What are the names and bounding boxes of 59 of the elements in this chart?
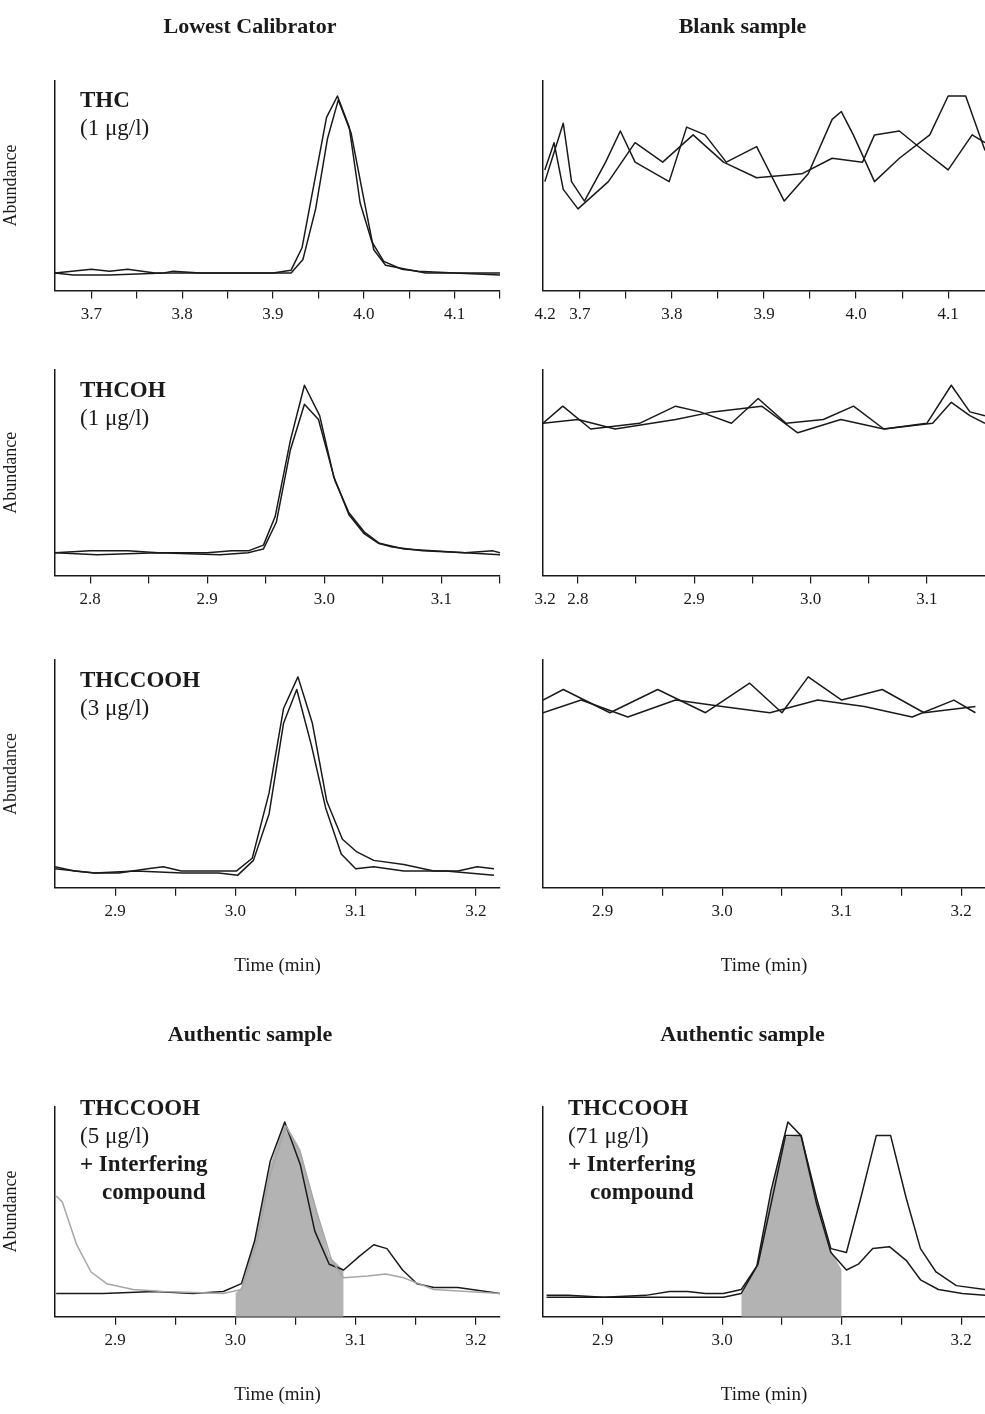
x-tick-label: 3.2 xyxy=(950,1330,972,1350)
annotation: (1 μg/l) xyxy=(80,114,150,143)
x-tick-label: 4.0 xyxy=(353,304,375,324)
annotation: + Interfering compound xyxy=(80,1150,209,1207)
x-tick-label: 3.0 xyxy=(313,589,335,609)
y-axis-title: Abundance xyxy=(0,431,20,514)
chart-title: Lowest Calibrator xyxy=(163,12,337,38)
y-axis-title: Abundance xyxy=(0,1170,20,1253)
x-tick-label: 3.0 xyxy=(711,901,733,921)
x-tick-label: 3.1 xyxy=(831,901,853,921)
x-axis-title: Time (min) xyxy=(720,953,808,976)
x-tick-label: 2.8 xyxy=(79,589,101,609)
x-tick-label: 2.9 xyxy=(196,589,218,609)
x-tick-label: 2.9 xyxy=(592,1330,614,1350)
chart-title: Authentic sample xyxy=(167,1020,333,1046)
annotation: (71 μg/l) xyxy=(568,1122,650,1151)
x-tick-label: 3.0 xyxy=(711,1330,733,1350)
x-tick-label: 2.9 xyxy=(683,589,705,609)
x-tick-label: 3.8 xyxy=(171,304,193,324)
annotation: THC xyxy=(80,86,131,115)
x-axis-title: Time (min) xyxy=(234,953,321,976)
x-tick-label: 2.9 xyxy=(104,1330,126,1350)
x-tick-label: 3.9 xyxy=(753,304,775,324)
annotation: THCOH xyxy=(80,376,166,404)
x-tick-label: 2.9 xyxy=(592,901,614,921)
x-tick-label: 2.9 xyxy=(104,901,126,921)
x-tick-label: 3.9 xyxy=(262,304,284,324)
text: THCCOOH xyxy=(80,1094,202,1123)
chart-title: Blank sample xyxy=(678,12,807,38)
x-tick-label: 3.0 xyxy=(799,589,822,609)
x-tick-label: 3.2 xyxy=(465,901,487,921)
text: 4.2 xyxy=(534,303,556,324)
x-axis-title: Time (min) xyxy=(234,1382,321,1405)
annotation: + Interfering compound xyxy=(568,1150,697,1207)
text: THCCOOH xyxy=(568,1094,690,1123)
y-axis-title: Abundance xyxy=(0,732,20,815)
x-tick-label: 3.1 xyxy=(345,1330,367,1350)
annotation: (1 μg/l) xyxy=(80,404,151,432)
x-tick-label: 3.1 xyxy=(916,589,938,609)
y-axis-title: Abundance xyxy=(0,144,20,227)
annotation: (3 μg/l) xyxy=(80,694,151,722)
x-tick-label: 4.0 xyxy=(845,304,867,324)
x-tick-label: 3.0 xyxy=(224,901,247,921)
x-tick-label: 2.8 xyxy=(567,589,589,609)
annotation: (5 μg/l) xyxy=(80,1122,151,1151)
x-tick-label: 3.7 xyxy=(80,304,103,324)
x-tick-label: 3.0 xyxy=(224,1330,247,1350)
x-tick-label: 4.1 xyxy=(443,304,466,324)
x-axis-title: Time (min) xyxy=(720,1382,808,1405)
x-tick-label: 3.7 xyxy=(569,304,591,324)
x-tick-label: 3.1 xyxy=(831,1330,853,1350)
x-tick-label: 4.1 xyxy=(937,304,959,324)
x-tick-label: 3.2 xyxy=(465,1330,487,1350)
x-tick-label: 3.8 xyxy=(661,304,683,324)
x-tick-label: 3.1 xyxy=(345,901,367,921)
x-tick-label: 3.1 xyxy=(430,589,453,609)
x-tick-label: 3.2 xyxy=(950,901,972,921)
annotation: THCCOOH xyxy=(80,666,201,694)
chart-title: Authentic sample xyxy=(660,1020,825,1046)
